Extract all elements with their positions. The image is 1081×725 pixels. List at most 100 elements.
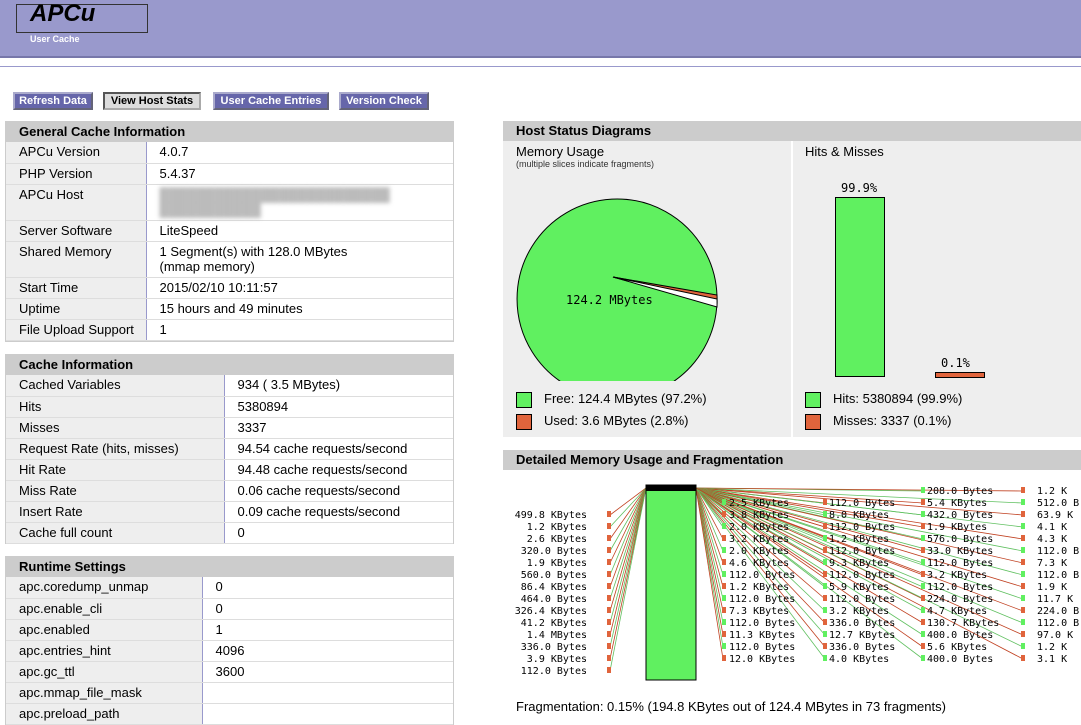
row-key: Shared Memory — [6, 241, 146, 278]
general-cache-title: General Cache Information — [6, 122, 453, 142]
table-row: apc.enabled 1 — [6, 619, 453, 641]
fragment-marker — [607, 583, 611, 589]
logo-box — [16, 4, 148, 33]
fragment-marker — [823, 535, 827, 541]
fragment-label: 5.9 KBytes — [829, 582, 889, 593]
fragment-label: 4.1 K — [1037, 522, 1067, 533]
fragment-marker — [607, 619, 611, 625]
fragment-line — [695, 487, 924, 588]
row-key: Cache full count — [6, 522, 224, 544]
fragment-marker — [722, 583, 726, 589]
fragment-marker — [921, 583, 925, 589]
used-label: Used: 3.6 MBytes (2.8%) — [544, 413, 689, 428]
fragment-line — [695, 487, 924, 624]
host-status-title: Host Status Diagrams — [503, 121, 1081, 141]
fragment-line — [695, 487, 1024, 648]
fragment-label: 63.9 K — [1037, 510, 1073, 521]
fragment-line — [609, 487, 647, 648]
row-key: APCu Version — [6, 142, 146, 164]
fragment-marker — [722, 547, 726, 553]
fragment-label: 86.4 KBytes — [521, 582, 587, 593]
fragment-label: 130.7 KBytes — [927, 618, 999, 629]
table-row: Request Rate (hits, misses) 94.54 cache r… — [6, 438, 453, 460]
table-row: apc.preload_path — [6, 703, 453, 725]
runtime-settings-table: apc.coredump_unmap 0 apc.enable_cli 0 apc.… — [6, 577, 453, 725]
fragment-label: 320.0 Bytes — [521, 546, 587, 557]
fragment-line — [695, 487, 724, 660]
table-row: Start Time 2015/02/10 10:11:57 — [6, 277, 453, 299]
fragment-marker — [722, 511, 726, 517]
fragment-marker — [823, 547, 827, 553]
fragment-line — [609, 487, 647, 624]
fragment-label: 336.0 Bytes — [829, 618, 895, 629]
fragment-marker — [921, 535, 925, 541]
fragment-label: 336.0 Bytes — [829, 642, 895, 653]
fragment-label: 1.9 KBytes — [527, 558, 587, 569]
row-value: 0.06 cache requests/second — [223, 480, 453, 502]
pie-free-slice — [516, 198, 718, 381]
fragment-line — [695, 487, 1024, 636]
row-key: Cached Variables — [6, 375, 224, 397]
fragment-label: 8.0 KBytes — [829, 510, 889, 521]
row-key: Misses — [6, 417, 224, 439]
row-value — [201, 682, 453, 704]
fragment-line — [695, 487, 1024, 528]
misses-swatch — [805, 413, 821, 430]
fragment-label: 112.0 Bytes — [521, 666, 587, 677]
fragment-label: 112.0 Bytes — [829, 522, 895, 533]
free-swatch — [516, 391, 532, 408]
table-row: apc.entries_hint 4096 — [6, 640, 453, 662]
apcu-logo: APCu — [30, 0, 96, 27]
row-key: Uptime — [6, 298, 146, 320]
fragment-marker — [823, 559, 827, 565]
fragment-marker — [722, 571, 726, 577]
fragment-marker — [607, 511, 611, 517]
fragment-marker — [607, 535, 611, 541]
fragment-marker — [607, 607, 611, 613]
table-row: Cache full count 0 — [6, 522, 453, 544]
user-cache-entries-button[interactable]: User Cache Entries — [213, 92, 329, 110]
fragment-marker — [921, 547, 925, 553]
cache-info-title: Cache Information — [6, 355, 453, 375]
fragment-line — [695, 487, 1024, 492]
fragment-label: 4.3 K — [1037, 534, 1067, 545]
row-value: 94.48 cache requests/second — [223, 459, 453, 481]
fragment-label: 2.0 KBytes — [729, 522, 789, 533]
fragment-marker — [722, 535, 726, 541]
table-row: APCu Version 4.0.7 — [6, 142, 453, 164]
row-key: Insert Rate — [6, 501, 224, 523]
fragment-line — [695, 487, 724, 576]
fragment-marker — [921, 619, 925, 625]
fragment-label: 1.4 MBytes — [527, 630, 587, 641]
fragment-line — [609, 487, 647, 576]
fragment-line — [609, 487, 647, 552]
fragment-label: 4.0 KBytes — [829, 654, 889, 665]
fragment-marker — [722, 643, 726, 649]
row-key: Start Time — [6, 277, 146, 299]
row-value: 1 — [145, 319, 453, 341]
pie-fragment-slice — [612, 276, 718, 308]
fragment-line — [609, 487, 647, 612]
fragment-label: 97.0 K — [1037, 630, 1073, 641]
row-key: Request Rate (hits, misses) — [6, 438, 224, 460]
memory-bar-used — [646, 485, 696, 491]
fragment-label: 1.2 KBytes — [729, 582, 789, 593]
fragment-marker — [921, 631, 925, 637]
fragment-marker — [722, 499, 726, 505]
view-host-stats-button[interactable]: View Host Stats — [103, 92, 201, 110]
misses-label: Misses: 3337 (0.1%) — [833, 413, 952, 428]
app-header: APCu User Cache — [0, 0, 1081, 58]
table-row: apc.coredump_unmap 0 — [6, 577, 453, 599]
fragment-line — [695, 487, 1024, 552]
fragment-label: 3.9 KBytes — [527, 654, 587, 665]
version-check-button[interactable]: Version Check — [339, 92, 429, 110]
fragment-label: 12.0 KBytes — [729, 654, 795, 665]
fragment-label: 1.9 KBytes — [927, 522, 987, 533]
row-value: 1 Segment(s) with 128.0 MBytes (mmap memo… — [145, 241, 453, 278]
refresh-data-button[interactable]: Refresh Data — [13, 92, 93, 110]
fragment-label: 499.8 KBytes — [515, 510, 587, 521]
row-value: 934 ( 3.5 MBytes) — [223, 375, 453, 397]
hits-percent-label: 99.9% — [841, 181, 878, 195]
fragment-line — [695, 487, 826, 660]
hits-label: Hits: 5380894 (99.9%) — [833, 391, 963, 406]
